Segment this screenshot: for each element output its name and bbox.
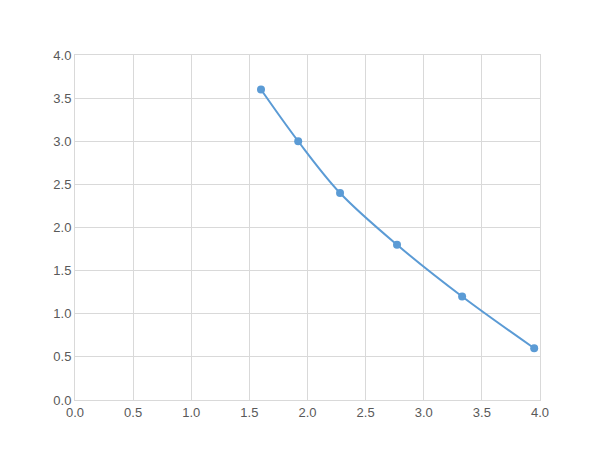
svg-text:2.5: 2.5 [357,405,375,420]
svg-text:3.0: 3.0 [53,134,71,149]
svg-text:3.5: 3.5 [473,405,491,420]
svg-text:3.0: 3.0 [415,405,433,420]
svg-text:0.5: 0.5 [124,405,142,420]
svg-text:1.0: 1.0 [53,306,71,321]
svg-text:0.5: 0.5 [53,349,71,364]
svg-text:2.0: 2.0 [298,405,316,420]
svg-text:3.5: 3.5 [53,91,71,106]
svg-text:2.5: 2.5 [53,177,71,192]
svg-text:2.0: 2.0 [53,220,71,235]
svg-text:0.0: 0.0 [53,393,71,408]
svg-text:1.5: 1.5 [240,405,258,420]
svg-text:4.0: 4.0 [531,405,549,420]
svg-text:0.0: 0.0 [66,405,84,420]
svg-text:1.5: 1.5 [53,263,71,278]
svg-text:1.0: 1.0 [182,405,200,420]
svg-text:4.0: 4.0 [53,48,71,63]
